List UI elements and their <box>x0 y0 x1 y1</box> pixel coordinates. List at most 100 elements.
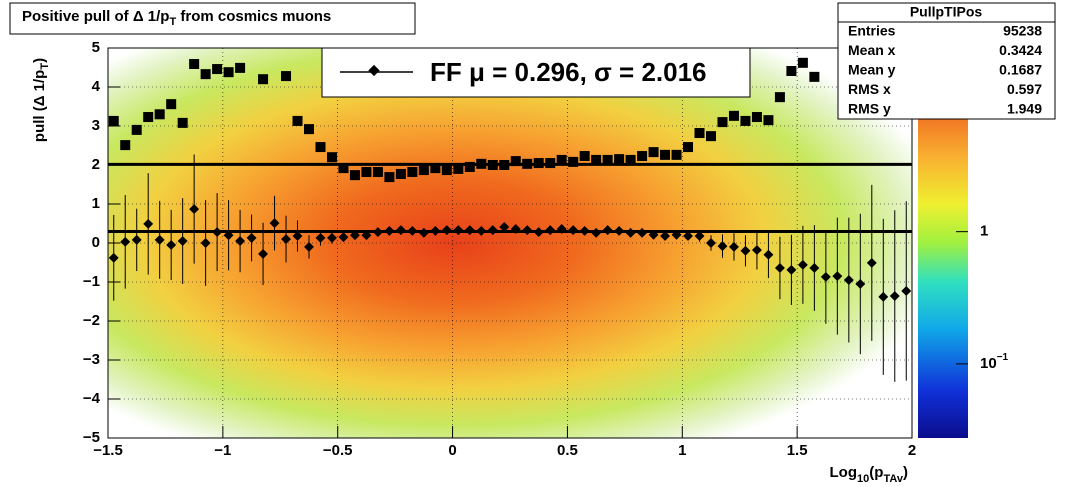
diamond-marker <box>269 218 280 229</box>
square-marker <box>108 115 119 126</box>
diamond-marker <box>706 238 716 248</box>
square-marker <box>545 158 556 169</box>
diamond-marker <box>568 225 579 236</box>
square-marker <box>717 117 728 128</box>
diamond-marker <box>395 225 406 236</box>
square-marker <box>395 168 406 179</box>
stats-value: 0.597 <box>1007 81 1042 97</box>
square-marker <box>430 163 441 174</box>
square-marker <box>177 117 188 128</box>
diamond-marker <box>763 249 774 260</box>
diamond-marker <box>522 225 533 236</box>
diamond-marker <box>476 225 487 236</box>
y-tick-label: 1 <box>92 195 100 212</box>
diamond-marker <box>683 231 693 241</box>
z-tick-base: 1 <box>980 223 988 240</box>
diamond-marker <box>625 227 636 238</box>
square-marker <box>200 69 211 80</box>
z-tick-label: 1 <box>980 223 988 240</box>
stats-value: 0.1687 <box>999 62 1042 78</box>
square-marker <box>407 167 418 178</box>
square-marker <box>510 156 521 167</box>
square-marker <box>774 92 785 103</box>
stats-label: RMS y <box>848 101 891 117</box>
square-marker <box>476 158 487 169</box>
diamond-marker <box>418 227 429 238</box>
stats-value: 1.949 <box>1007 101 1042 117</box>
x-tick-label: 2 <box>908 442 916 459</box>
chart-title: Positive pull of Δ 1/pT from cosmics muo… <box>22 8 331 28</box>
x-tick-label: 1 <box>678 442 686 459</box>
square-marker <box>223 67 234 78</box>
stats-label: Mean x <box>848 42 896 58</box>
square-marker <box>660 149 671 160</box>
square-marker <box>464 161 475 172</box>
diamond-marker <box>510 224 521 234</box>
y-tick-label: 3 <box>92 117 100 134</box>
diamond-marker <box>820 271 831 282</box>
diamond-marker <box>327 232 337 243</box>
z-tick-label: 10−1 <box>980 352 1009 372</box>
diamond-marker <box>774 263 785 273</box>
square-marker <box>131 124 142 135</box>
diamond-marker <box>292 231 303 241</box>
square-marker <box>384 172 395 183</box>
square-marker <box>281 71 292 82</box>
square-marker <box>763 115 774 126</box>
x-tick-label: 0.5 <box>557 442 578 459</box>
square-marker <box>441 165 452 176</box>
diamond-marker <box>797 259 808 270</box>
diamond-marker <box>464 225 475 236</box>
diamond-marker <box>441 225 452 236</box>
diamond-marker <box>246 232 257 243</box>
diamond-marker <box>855 279 866 289</box>
diamond-marker <box>453 225 464 236</box>
diamond-marker <box>120 236 131 247</box>
z-tick-exponent: −1 <box>997 352 1009 363</box>
diamond-marker <box>843 275 854 285</box>
diamond-marker <box>177 236 188 246</box>
square-marker <box>292 115 303 126</box>
square-marker <box>349 170 360 181</box>
square-marker <box>212 64 223 75</box>
legend-label: FF μ = 0.296, σ = 2.016 <box>430 57 707 87</box>
square-marker <box>694 128 705 139</box>
x-tick-label: −0.5 <box>323 442 353 459</box>
y-tick-label: −4 <box>83 390 101 407</box>
square-marker <box>372 167 383 178</box>
square-marker <box>533 158 544 169</box>
square-marker <box>728 110 739 121</box>
square-marker <box>648 147 659 158</box>
diamond-marker <box>866 257 877 268</box>
diamond-marker <box>200 238 211 248</box>
diamond-marker <box>430 225 441 236</box>
diamond-marker <box>832 271 843 282</box>
square-marker <box>683 142 694 153</box>
y-tick-label: −5 <box>83 429 100 446</box>
square-marker <box>556 154 567 165</box>
x-tick-label: −1 <box>214 442 231 459</box>
diamond-marker <box>889 291 900 301</box>
square-marker <box>453 163 464 174</box>
diamond-marker <box>154 234 165 245</box>
square-marker <box>499 160 510 170</box>
y-axis-label: pull (Δ 1/pT) <box>31 58 51 142</box>
diamond-marker <box>660 231 671 241</box>
square-marker <box>786 66 797 77</box>
diamond-marker <box>717 241 728 252</box>
diamond-marker <box>614 225 625 236</box>
square-marker <box>361 167 372 178</box>
diamond-marker <box>556 224 567 234</box>
square-marker <box>625 154 636 165</box>
diamond-marker <box>545 225 556 236</box>
diamond-marker <box>143 218 154 229</box>
diamond-marker <box>487 225 498 236</box>
square-marker <box>522 158 533 169</box>
square-marker <box>568 156 579 167</box>
diamond-marker <box>189 204 200 215</box>
y-tick-label: 2 <box>92 156 100 173</box>
square-marker <box>591 154 602 165</box>
diamond-marker <box>223 230 234 241</box>
square-marker <box>797 57 808 68</box>
